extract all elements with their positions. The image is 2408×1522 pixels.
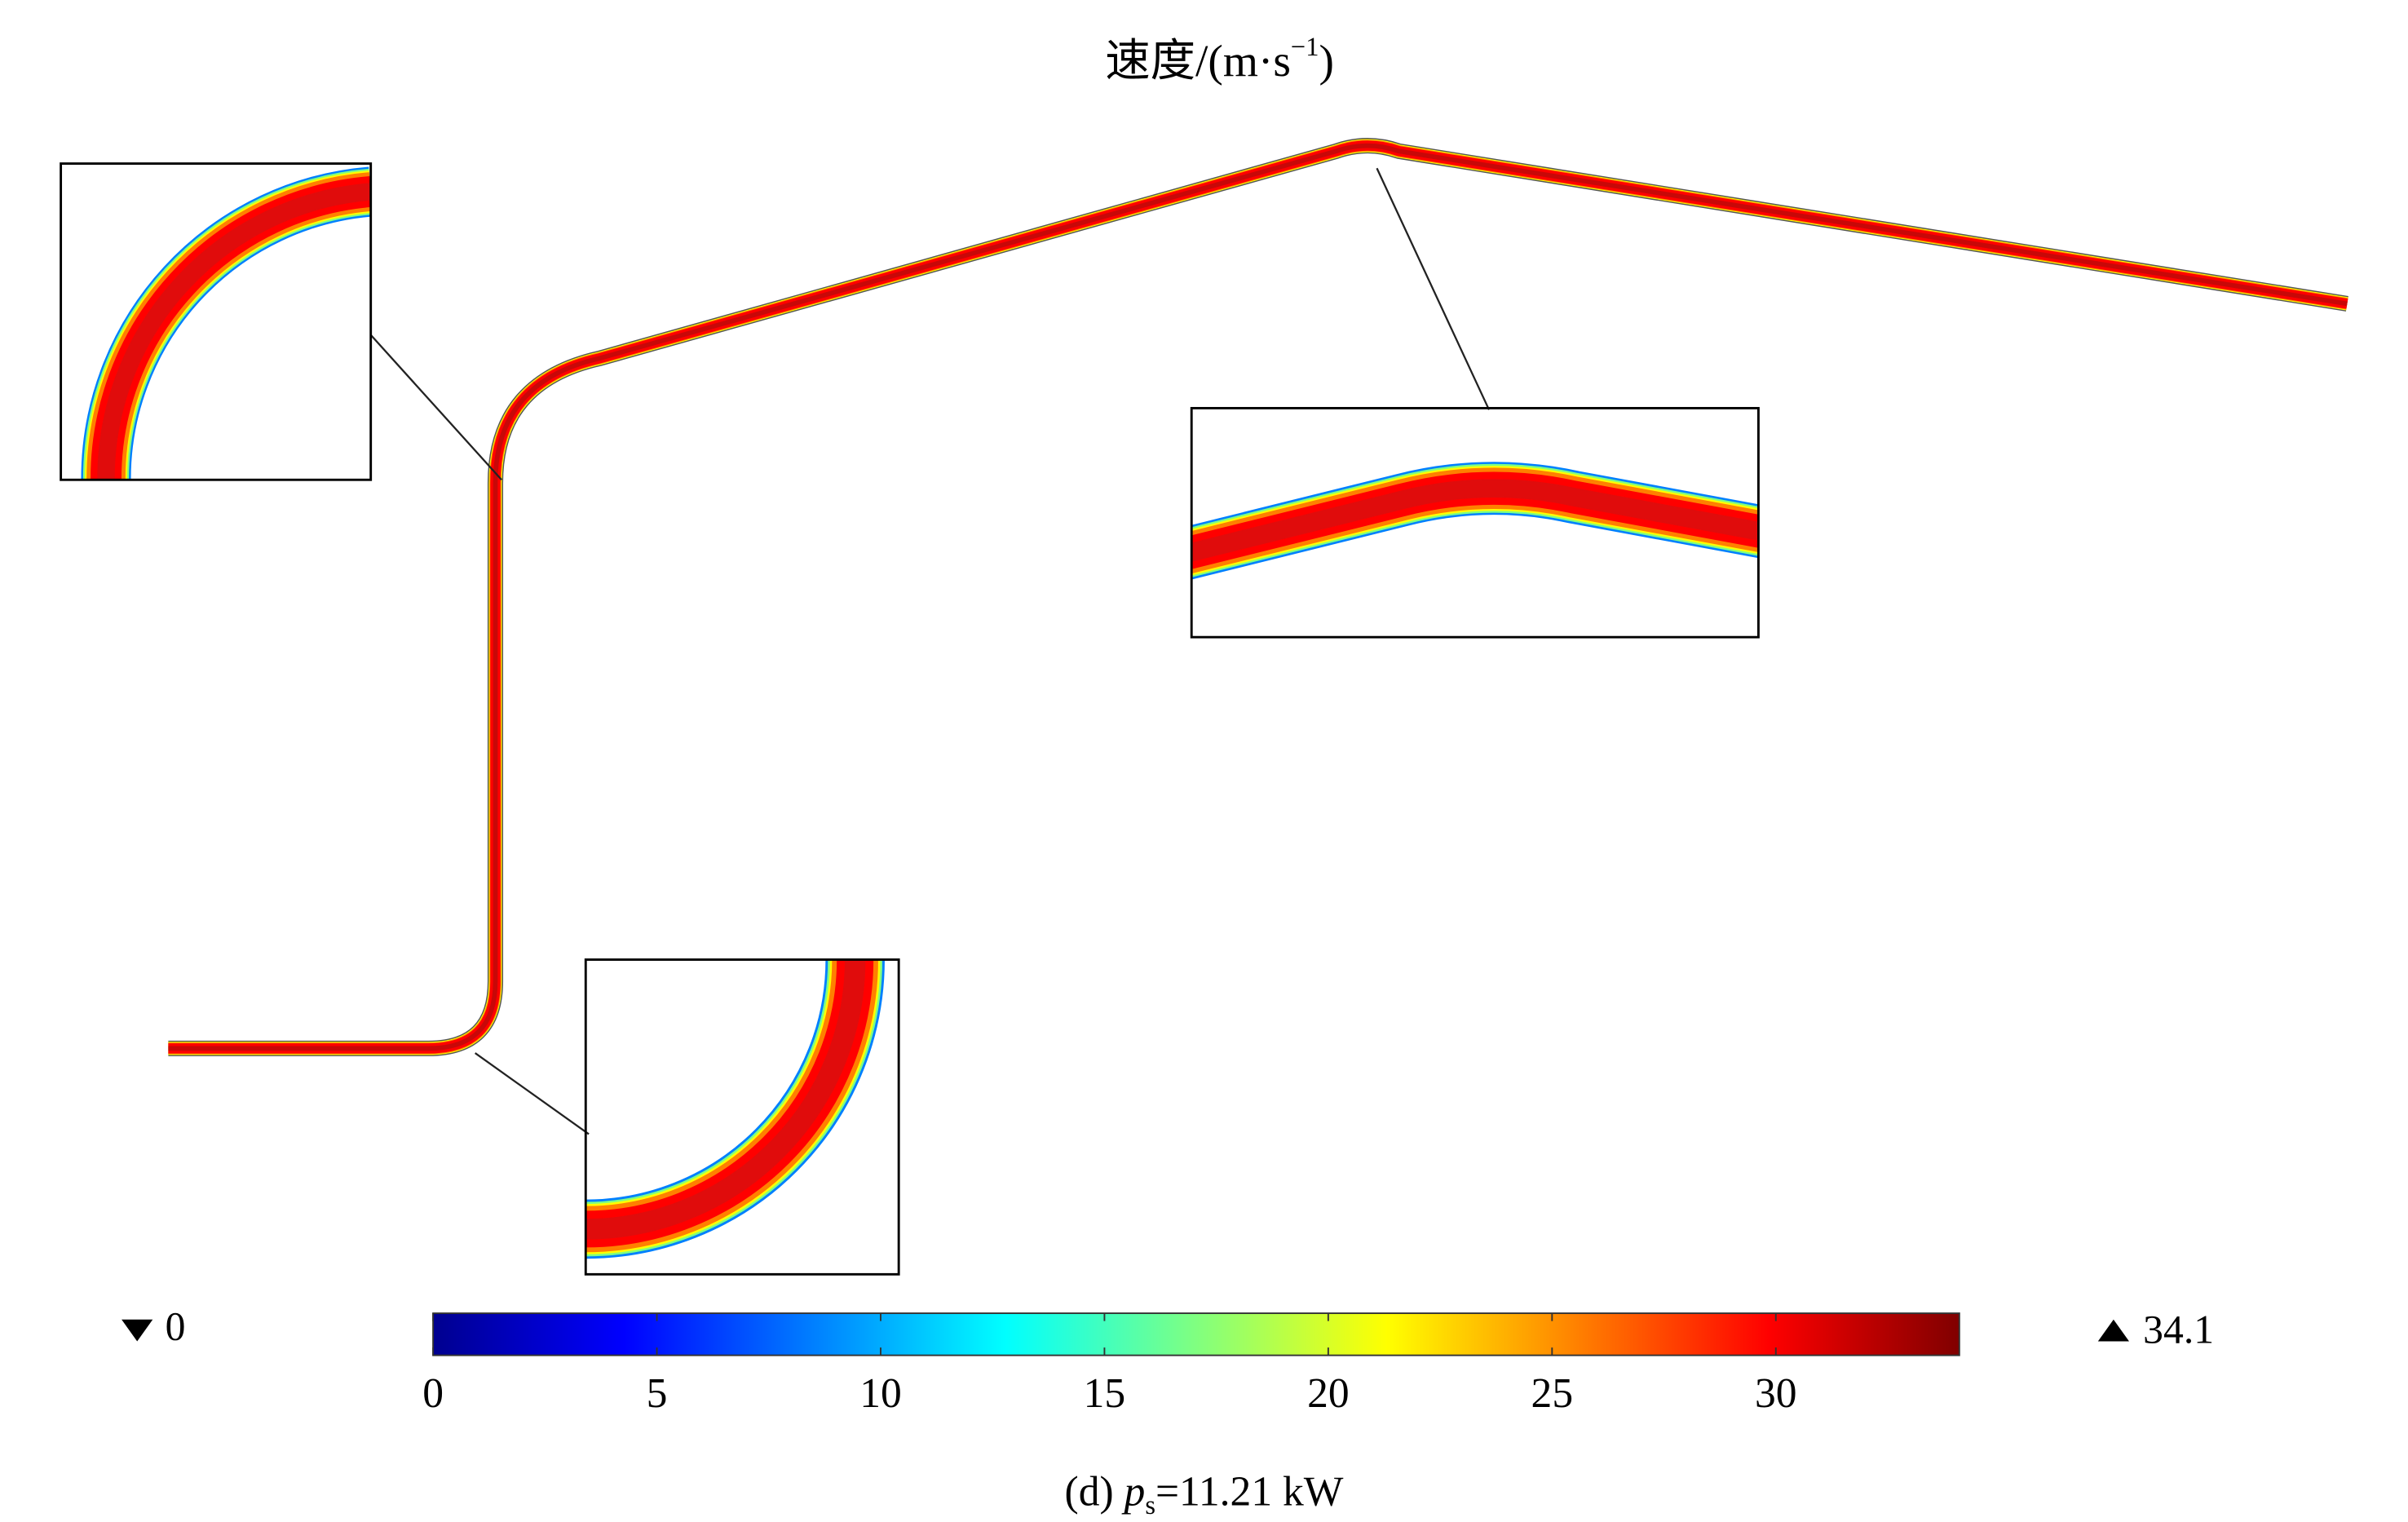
caption: (d) ps=11.21 kW bbox=[1065, 1468, 1344, 1520]
colorbar-tick-label: 15 bbox=[1084, 1370, 1126, 1417]
inset-frame bbox=[60, 162, 373, 481]
title-text: 速度/(m·s bbox=[1105, 36, 1291, 86]
inset-frame bbox=[584, 958, 900, 1276]
min-value: 0 bbox=[166, 1303, 186, 1348]
inset-3 bbox=[585, 959, 885, 1259]
pipe-flow bbox=[168, 143, 2348, 1051]
max-value: 34.1 bbox=[2143, 1307, 2214, 1352]
colorbar-tick-label: 30 bbox=[1755, 1370, 1797, 1417]
colorbar-tick-label: 20 bbox=[1307, 1370, 1350, 1417]
caption-value: =11.21 kW bbox=[1155, 1468, 1344, 1515]
inset-frame bbox=[1190, 406, 1760, 639]
inset-core bbox=[585, 959, 866, 1240]
min-marker bbox=[122, 1319, 153, 1342]
colorbar-tick-label: 10 bbox=[859, 1370, 902, 1417]
colorbar bbox=[432, 1312, 1960, 1356]
caption-subscript: s bbox=[1145, 1491, 1155, 1520]
inset-1 bbox=[81, 166, 371, 480]
title-superscript: −1 bbox=[1291, 33, 1319, 63]
title-end: ) bbox=[1319, 36, 1333, 86]
colorbar-tick-label: 5 bbox=[647, 1370, 668, 1417]
title: 速度/(m·s−1) bbox=[1105, 33, 1334, 86]
leader-lines bbox=[369, 167, 1491, 1135]
pipe bbox=[168, 138, 2348, 1056]
inset-2 bbox=[1191, 462, 1759, 580]
colorbar-tick-label: 25 bbox=[1531, 1370, 1574, 1417]
caption-symbol: p bbox=[1121, 1468, 1146, 1515]
colorbar-tick-label: 0 bbox=[422, 1370, 444, 1417]
inset-core bbox=[1191, 479, 1759, 562]
caption-label: (d) bbox=[1065, 1468, 1124, 1515]
inset-core bbox=[97, 183, 371, 480]
max-marker bbox=[2097, 1319, 2129, 1342]
